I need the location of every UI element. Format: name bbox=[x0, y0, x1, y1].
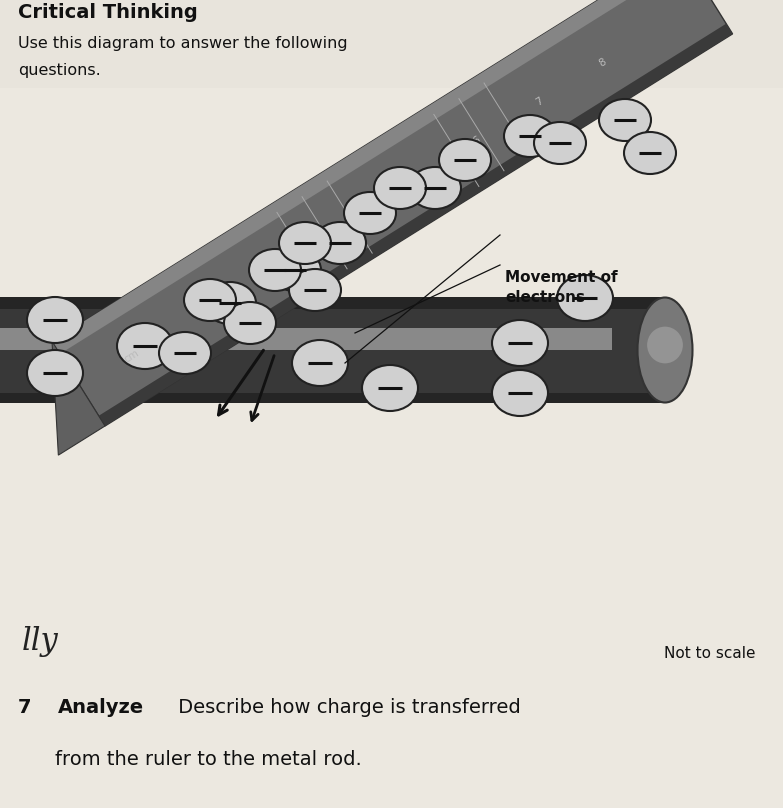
Polygon shape bbox=[0, 328, 612, 350]
Text: cm: cm bbox=[122, 348, 141, 365]
Text: Describe how charge is transferred: Describe how charge is transferred bbox=[172, 698, 521, 717]
Ellipse shape bbox=[269, 249, 321, 291]
Text: 6: 6 bbox=[471, 135, 482, 147]
Text: Analyze: Analyze bbox=[58, 698, 144, 717]
Ellipse shape bbox=[624, 132, 676, 174]
Ellipse shape bbox=[27, 297, 83, 343]
FancyBboxPatch shape bbox=[0, 88, 783, 608]
Ellipse shape bbox=[599, 99, 651, 141]
Text: lly: lly bbox=[22, 626, 59, 657]
Ellipse shape bbox=[279, 222, 331, 264]
Ellipse shape bbox=[344, 192, 396, 234]
Ellipse shape bbox=[292, 340, 348, 386]
Polygon shape bbox=[52, 0, 733, 426]
Text: Use this diagram to answer the following: Use this diagram to answer the following bbox=[18, 36, 348, 51]
Ellipse shape bbox=[492, 320, 548, 366]
Ellipse shape bbox=[534, 122, 586, 164]
Text: 5: 5 bbox=[402, 178, 413, 190]
Text: from the ruler to the metal rod.: from the ruler to the metal rod. bbox=[55, 750, 362, 769]
Text: 7: 7 bbox=[534, 95, 545, 107]
Ellipse shape bbox=[184, 279, 236, 321]
Polygon shape bbox=[0, 297, 665, 402]
Polygon shape bbox=[99, 23, 733, 426]
Text: 7: 7 bbox=[18, 698, 31, 717]
Text: questions.: questions. bbox=[18, 63, 101, 78]
Polygon shape bbox=[0, 393, 665, 402]
FancyBboxPatch shape bbox=[0, 608, 783, 808]
Ellipse shape bbox=[504, 115, 556, 157]
Polygon shape bbox=[52, 0, 687, 354]
Text: Movement of
electrons: Movement of electrons bbox=[505, 270, 618, 305]
Polygon shape bbox=[0, 297, 665, 309]
Text: 8: 8 bbox=[597, 57, 608, 69]
Ellipse shape bbox=[314, 222, 366, 264]
Ellipse shape bbox=[204, 282, 256, 324]
Ellipse shape bbox=[637, 297, 692, 402]
Ellipse shape bbox=[224, 302, 276, 344]
Ellipse shape bbox=[374, 167, 426, 209]
Ellipse shape bbox=[647, 326, 683, 364]
Ellipse shape bbox=[117, 323, 173, 369]
Text: Not to scale: Not to scale bbox=[663, 646, 755, 661]
Text: Critical Thinking: Critical Thinking bbox=[18, 3, 198, 22]
Ellipse shape bbox=[409, 167, 461, 209]
Text: 3: 3 bbox=[283, 252, 294, 264]
Ellipse shape bbox=[289, 269, 341, 311]
Ellipse shape bbox=[439, 139, 491, 181]
Ellipse shape bbox=[159, 332, 211, 374]
Ellipse shape bbox=[362, 365, 418, 411]
Ellipse shape bbox=[557, 275, 613, 321]
Ellipse shape bbox=[492, 370, 548, 416]
Ellipse shape bbox=[27, 350, 83, 396]
Ellipse shape bbox=[249, 249, 301, 291]
Text: 2: 2 bbox=[214, 296, 225, 308]
Polygon shape bbox=[52, 341, 105, 455]
